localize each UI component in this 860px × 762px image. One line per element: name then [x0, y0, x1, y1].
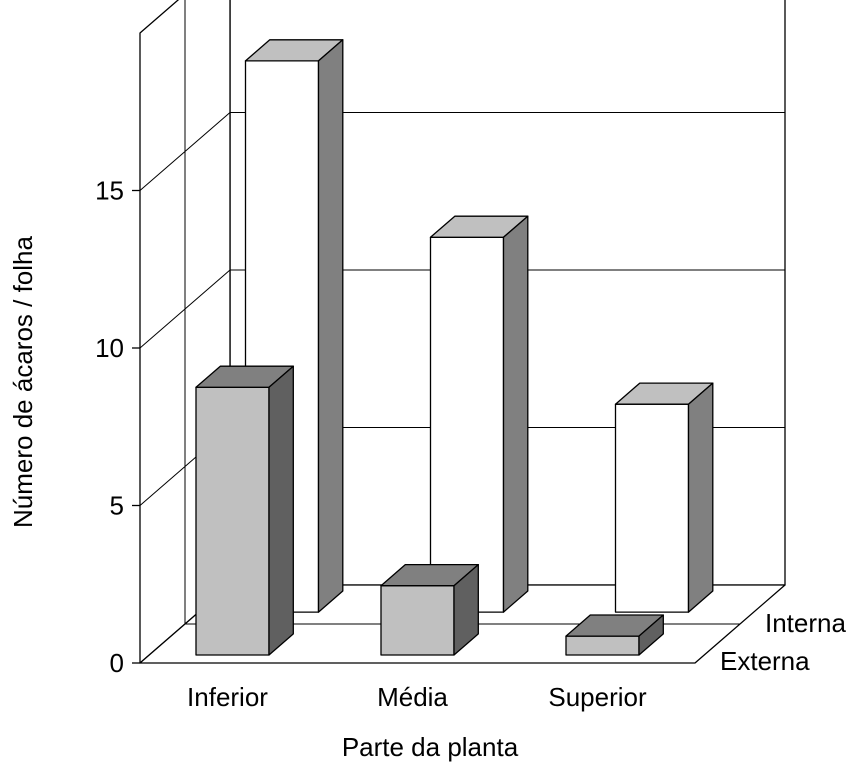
series-label-externa: Externa: [720, 646, 810, 676]
bar-externa-0: [195, 365, 294, 656]
bar-interna-1-side: [502, 215, 529, 613]
bar-externa-2-side: [638, 614, 664, 656]
bar-interna-1: [429, 215, 529, 613]
bars-externa: [195, 365, 664, 656]
y-tick-label: 0: [110, 648, 124, 678]
bar-externa-1: [380, 563, 479, 656]
bar-externa-2: [565, 614, 664, 656]
bar-interna-2: [614, 382, 714, 613]
bar-interna-0-side: [317, 39, 344, 613]
x-tick-label: Inferior: [187, 682, 268, 712]
x-ticks: Inferior Média Superior: [187, 682, 647, 712]
y-ticks: 0 5 10 15: [95, 176, 140, 678]
bar-externa-0-side: [268, 365, 294, 656]
bar-externa-0-front: [195, 386, 270, 656]
bar-interna-1-front: [429, 236, 505, 613]
bar-interna-2-side: [687, 382, 714, 613]
y-tick-label: 10: [95, 333, 124, 363]
bar-externa-1-side: [453, 563, 479, 656]
bar-externa-2-front: [565, 635, 640, 656]
bar-interna-2-front: [614, 403, 690, 613]
bar-externa-1-front: [380, 585, 455, 656]
y-tick-label: 15: [95, 176, 124, 206]
bars-interna: [244, 39, 714, 613]
series-labels: Interna Externa: [720, 608, 846, 676]
series-label-interna: Interna: [765, 608, 846, 638]
y-axis-title: Número de ácaros / folha: [8, 236, 38, 528]
x-tick-label: Média: [377, 682, 448, 712]
x-tick-label: Superior: [548, 682, 647, 712]
y-tick-label: 5: [110, 491, 124, 521]
x-axis-title: Parte da planta: [342, 732, 519, 762]
